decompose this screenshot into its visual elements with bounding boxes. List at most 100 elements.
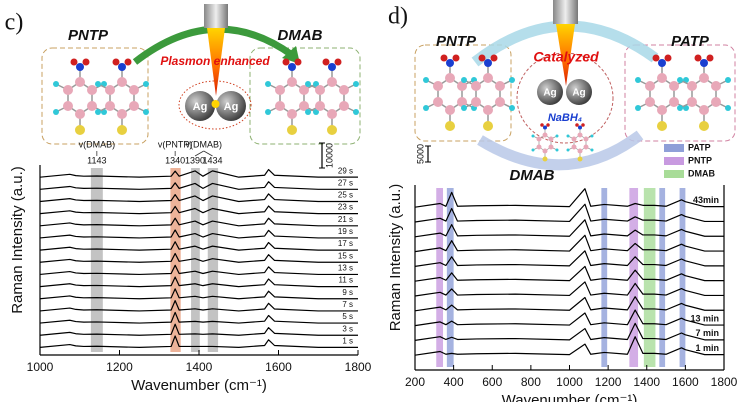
y-axis-label: Raman Intensity (a.u.) — [9, 166, 26, 314]
molecule-label: DMAB — [278, 27, 323, 44]
spectrum — [39, 229, 358, 239]
legend-swatch — [664, 157, 684, 165]
band — [170, 168, 181, 352]
legend-swatch — [664, 144, 684, 152]
ag-particle — [537, 79, 563, 105]
x-tick-label: 1200 — [106, 360, 133, 374]
molecule — [676, 53, 732, 132]
spectrum — [39, 311, 358, 324]
annotation-arrow — [194, 150, 204, 157]
x-tick-label: 200 — [405, 375, 425, 389]
x-tick-label: 1200 — [595, 375, 622, 389]
series-label: 27 s — [338, 178, 353, 187]
spectrum — [39, 241, 358, 251]
x-tick-label: 1600 — [265, 360, 292, 374]
box — [41, 47, 149, 145]
molecule — [422, 53, 478, 132]
x-axis-label: Wavenumber (cm⁻¹) — [502, 392, 638, 402]
molecule — [460, 53, 516, 132]
beam — [207, 28, 225, 96]
series-label: 13 s — [338, 264, 353, 273]
box — [414, 44, 512, 142]
scale-bar-label: 10000 — [324, 143, 334, 168]
x-tick-label: 600 — [482, 375, 502, 389]
spectrum — [414, 309, 724, 327]
spectrum — [414, 188, 724, 208]
spectrum — [39, 288, 358, 300]
ag-particle — [566, 79, 592, 105]
band-label: 1434 — [202, 155, 222, 165]
band-label: 1143 — [87, 155, 106, 165]
box — [624, 44, 736, 142]
band — [601, 188, 608, 367]
legend-swatch — [664, 170, 684, 178]
molecule — [531, 122, 559, 162]
band-label: 1340 — [165, 155, 185, 165]
band — [207, 168, 219, 352]
series-label: 21 s — [338, 215, 353, 224]
laser — [204, 4, 228, 28]
spectrum — [39, 217, 358, 227]
ag-particle — [216, 91, 246, 121]
x-tick-label: 1000 — [556, 375, 583, 389]
spot — [211, 100, 220, 108]
band — [659, 188, 666, 367]
spectrum — [39, 181, 358, 190]
spectrum — [39, 193, 358, 203]
x-tick-label: 1400 — [633, 375, 660, 389]
annotation: v(DMAB) — [79, 139, 116, 149]
x-axis-label: Wavenumber (cm⁻¹) — [131, 377, 267, 394]
molecule — [634, 53, 690, 132]
molecule — [94, 57, 150, 136]
spectrum — [39, 264, 358, 276]
series-label: 11 s — [338, 276, 353, 285]
beam — [556, 24, 575, 86]
band — [643, 188, 656, 367]
spectrum — [39, 168, 358, 178]
molecule — [52, 57, 108, 136]
spectrum — [39, 335, 358, 348]
x-tick-label: 400 — [444, 375, 464, 389]
spectrum — [39, 323, 358, 336]
particle-label: Ag — [572, 88, 585, 99]
band — [446, 188, 454, 367]
molecule-label: PNTP — [68, 27, 109, 44]
spectrum — [414, 296, 724, 312]
spectrum — [414, 219, 724, 238]
spectrum — [414, 265, 724, 282]
molecule-label: PATP — [671, 33, 710, 50]
arrow — [477, 130, 644, 171]
series-label: 19 s — [338, 227, 353, 236]
spectrum — [414, 203, 724, 223]
particle-label: Ag — [193, 101, 208, 113]
molecule-label: DMAB — [510, 167, 555, 184]
spectrum — [414, 234, 724, 253]
series-label: 7 s — [342, 300, 353, 309]
series-label: 3 s — [342, 324, 353, 333]
box — [249, 47, 361, 145]
annotation: v(DMAB) — [186, 139, 223, 149]
series-label: 43min — [693, 195, 719, 205]
spectrum — [39, 300, 358, 312]
series-label: 23 s — [338, 203, 353, 212]
series-label: 9 s — [342, 288, 353, 297]
series-label: 15 s — [338, 251, 353, 260]
molecule — [304, 57, 360, 136]
spectrum — [414, 336, 724, 356]
series-label: 29 s — [338, 166, 353, 175]
annotation-arrow — [203, 150, 213, 157]
spectrum — [414, 322, 724, 341]
spectrum — [414, 250, 724, 267]
panel-label: c) — [5, 10, 24, 36]
legend-label: PNTP — [688, 155, 712, 165]
series-label: 1 min — [695, 343, 719, 353]
spectrum — [39, 276, 358, 288]
x-tick-label: 1000 — [27, 360, 54, 374]
process-label: Plasmon enhanced — [160, 54, 270, 68]
band — [629, 188, 639, 367]
x-tick-label: 800 — [521, 375, 541, 389]
band-label: 1390 — [185, 155, 205, 165]
series-label: 17 s — [338, 239, 353, 248]
hotspot — [516, 52, 614, 144]
